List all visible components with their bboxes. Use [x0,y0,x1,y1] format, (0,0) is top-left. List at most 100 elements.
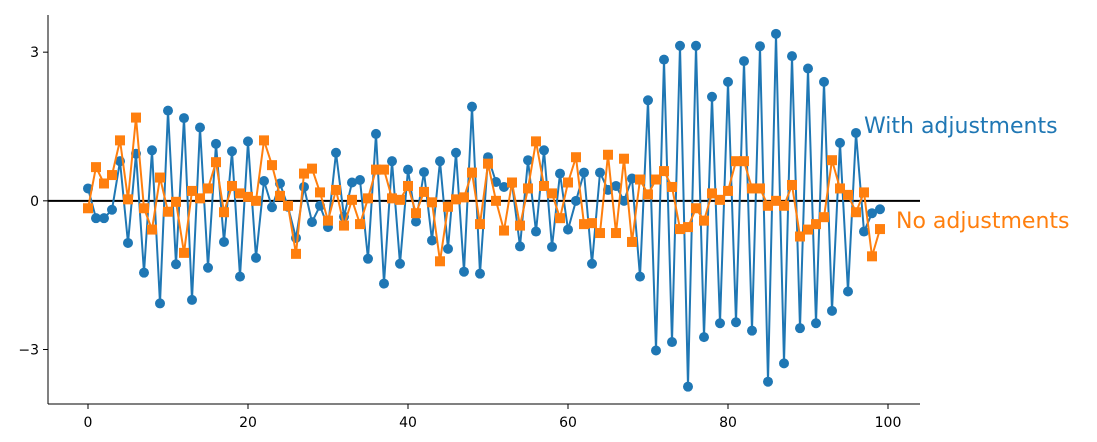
data-point-no-adjustments [611,228,621,239]
data-point-no-adjustments [339,220,349,231]
data-point-no-adjustments [507,177,517,188]
data-point-no-adjustments [307,163,317,174]
data-point-no-adjustments [107,170,117,181]
data-point-with-adjustments [587,258,597,269]
data-point-no-adjustments [187,185,197,196]
data-point-with-adjustments [667,337,677,348]
data-point-no-adjustments [475,219,485,230]
y-tick-label: 0 [30,194,39,210]
data-point-with-adjustments [747,325,757,336]
series-with-adjustments [83,28,885,392]
series-no-adjustments [83,112,885,267]
data-point-no-adjustments [395,194,405,205]
data-point-no-adjustments [723,185,733,196]
data-point-no-adjustments [203,183,213,194]
data-point-no-adjustments [571,152,581,163]
y-tick-label: 3 [30,45,39,61]
data-point-with-adjustments [419,167,429,178]
data-point-no-adjustments [139,203,149,214]
data-point-with-adjustments [203,262,213,273]
data-point-with-adjustments [739,56,749,67]
data-point-no-adjustments [515,220,525,231]
data-point-no-adjustments [491,195,501,206]
data-point-with-adjustments [307,217,317,228]
data-point-with-adjustments [787,51,797,62]
data-point-no-adjustments [547,188,557,199]
data-point-no-adjustments [651,174,661,185]
x-tick-label: 100 [875,415,902,431]
data-point-no-adjustments [323,215,333,226]
data-point-with-adjustments [563,224,573,235]
data-point-with-adjustments [331,147,341,158]
data-point-no-adjustments [275,190,285,201]
data-point-no-adjustments [347,194,357,205]
data-point-no-adjustments [155,172,165,183]
data-point-with-adjustments [403,164,413,175]
data-point-no-adjustments [467,167,477,178]
data-point-with-adjustments [875,204,885,215]
data-point-no-adjustments [843,189,853,200]
data-point-with-adjustments [171,259,181,270]
data-point-no-adjustments [835,183,845,194]
data-point-no-adjustments [163,206,173,217]
data-point-no-adjustments [299,168,309,179]
data-point-with-adjustments [387,156,397,167]
data-point-no-adjustments [227,180,237,191]
data-point-no-adjustments [859,187,869,198]
x-tick-label: 40 [399,415,417,431]
data-point-with-adjustments [731,317,741,328]
data-point-with-adjustments [579,167,589,178]
data-point-with-adjustments [531,226,541,237]
data-point-no-adjustments [555,213,565,224]
data-point-no-adjustments [419,186,429,197]
data-point-with-adjustments [803,63,813,74]
data-point-with-adjustments [755,41,765,52]
data-point-with-adjustments [435,156,445,167]
data-point-with-adjustments [467,101,477,112]
data-point-with-adjustments [395,258,405,269]
data-point-with-adjustments [643,95,653,106]
data-point-with-adjustments [251,252,261,263]
data-point-with-adjustments [659,54,669,65]
data-point-no-adjustments [379,164,389,175]
data-point-with-adjustments [691,40,701,51]
data-point-no-adjustments [731,156,741,167]
data-point-no-adjustments [235,188,245,199]
x-tick-label: 20 [239,415,257,431]
data-point-no-adjustments [875,224,885,235]
data-point-no-adjustments [699,215,709,226]
data-point-no-adjustments [483,158,493,169]
data-point-no-adjustments [643,189,653,200]
data-point-no-adjustments [691,203,701,214]
data-point-with-adjustments [779,358,789,369]
data-point-no-adjustments [131,112,141,123]
data-point-no-adjustments [147,224,157,235]
data-point-no-adjustments [403,180,413,191]
data-point-with-adjustments [827,305,837,316]
data-point-with-adjustments [499,181,509,192]
data-point-no-adjustments [499,225,509,236]
data-point-with-adjustments [211,138,221,149]
data-point-no-adjustments [427,197,437,208]
data-point-no-adjustments [523,183,533,194]
data-point-with-adjustments [523,155,533,166]
data-point-with-adjustments [651,345,661,356]
data-point-with-adjustments [683,381,693,392]
data-point-no-adjustments [803,224,813,235]
data-point-no-adjustments [411,208,421,219]
data-point-with-adjustments [611,180,621,191]
data-point-no-adjustments [747,183,757,194]
data-point-with-adjustments [155,298,165,309]
data-point-no-adjustments [715,194,725,205]
data-point-no-adjustments [211,157,221,168]
data-point-no-adjustments [763,200,773,211]
data-point-no-adjustments [819,212,829,223]
data-point-with-adjustments [139,267,149,278]
data-point-no-adjustments [363,193,373,204]
data-point-with-adjustments [619,195,629,206]
data-point-no-adjustments [779,200,789,211]
x-tick-label: 80 [719,415,737,431]
annotations: With adjustments No adjustments [864,114,1070,234]
data-point-no-adjustments [563,177,573,188]
